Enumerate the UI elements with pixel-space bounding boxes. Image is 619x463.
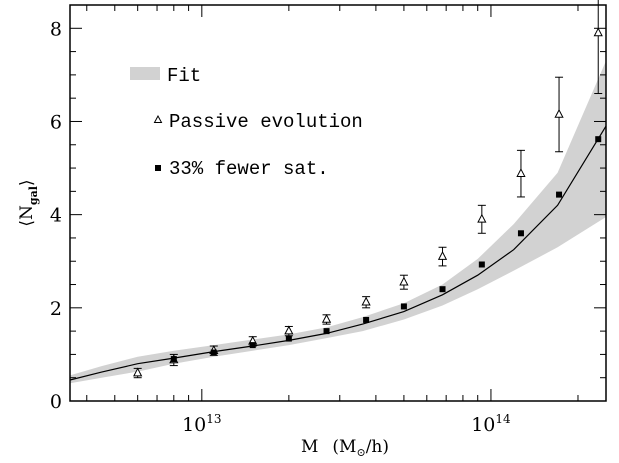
triangle-marker <box>133 367 143 377</box>
triangle-marker <box>593 27 603 37</box>
legend-passive-label: Passive evolution <box>169 111 363 133</box>
passive-evolution-layer <box>133 0 603 379</box>
triangle-marker <box>477 213 487 223</box>
passive-evolution-point <box>554 76 564 153</box>
y-axis-label-main: ⟨N <box>17 205 37 227</box>
triangle-marker <box>284 325 294 335</box>
square-marker <box>323 328 330 335</box>
legend-fit-label: Fit <box>167 65 201 87</box>
passive-evolution-point <box>284 325 294 337</box>
triangle-marker <box>361 296 371 306</box>
passive-evolution-point <box>477 204 487 234</box>
triangle-marker <box>554 108 564 118</box>
square-marker <box>517 230 524 237</box>
passive-evolution-point <box>437 246 448 267</box>
legend-fit-swatch <box>130 67 160 80</box>
x-axis-label-unit-sub: ⊙ <box>356 446 365 459</box>
triangle-marker <box>437 250 448 260</box>
square-marker <box>249 342 256 349</box>
square-marker <box>210 349 217 356</box>
square-marker <box>400 303 407 310</box>
fewer-sat-layer <box>170 136 602 363</box>
square-marker <box>285 335 292 342</box>
y-axis-label-close: ⟩ <box>17 179 37 186</box>
x-axis-title: M (M⊙/h) <box>301 437 389 459</box>
fit-band-layer <box>70 60 606 384</box>
x-axis-label-unit-close: /h) <box>366 437 389 457</box>
triangle-marker <box>321 313 332 323</box>
triangle-marker <box>399 276 409 286</box>
passive-evolution-point <box>321 313 332 325</box>
plot-area: 0 2 4 6 8 1013 1014 <box>50 0 607 436</box>
square-marker <box>363 316 370 323</box>
y-axis-title: ⟨Ngal⟩ <box>17 179 40 226</box>
legend-triangle-marker <box>153 114 163 123</box>
square-marker <box>439 286 446 293</box>
passive-evolution-point <box>361 296 371 309</box>
legend: Fit Passive evolution 33% fewer sat. <box>130 65 363 180</box>
plot-frame <box>69 4 607 402</box>
x-axis-label-unit: (M <box>332 437 356 457</box>
square-marker <box>478 261 485 268</box>
passive-evolution-point <box>133 367 143 379</box>
y-tick-label: 4 <box>50 205 62 227</box>
legend-fewer-sat-label: 33% fewer sat. <box>169 158 329 180</box>
legend-square-marker <box>155 165 161 171</box>
passive-evolution-point <box>399 274 409 290</box>
svg-text:M(M⊙/h): M (M⊙/h) <box>301 437 389 459</box>
fit-band <box>70 60 606 384</box>
y-tick-label: 2 <box>50 298 62 320</box>
tick-layer: 0 2 4 6 8 1013 1014 <box>50 5 606 436</box>
square-marker <box>595 136 602 143</box>
svg-text:⟨Ngal⟩: ⟨Ngal⟩ <box>17 179 40 226</box>
x-axis-label-main: M <box>301 437 318 457</box>
y-tick-label: 6 <box>50 111 62 133</box>
y-tick-label: 0 <box>50 391 62 413</box>
passive-evolution-point <box>593 0 603 95</box>
x-tick-label: 1013 <box>182 412 221 436</box>
square-marker <box>556 191 563 198</box>
passive-evolution-point <box>516 149 526 198</box>
x-tick-label: 1014 <box>471 412 511 436</box>
triangle-marker <box>516 168 526 177</box>
y-axis-label-sub: gal <box>27 186 40 205</box>
square-marker <box>170 356 177 363</box>
y-tick-label: 8 <box>50 18 62 40</box>
